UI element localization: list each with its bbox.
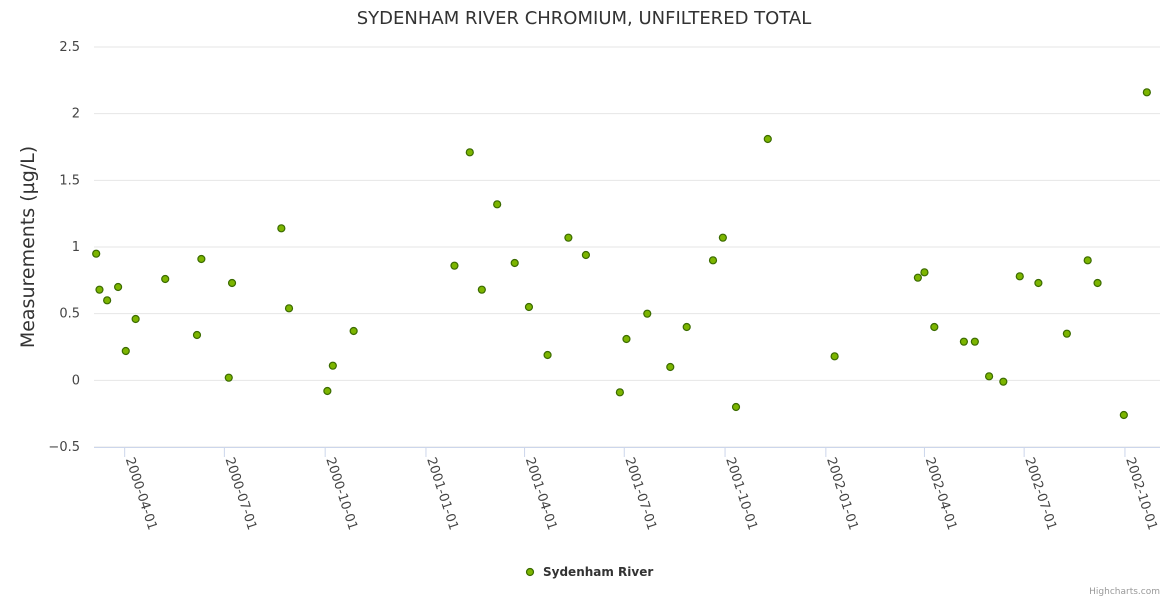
data-point[interactable]	[92, 249, 101, 258]
x-tick-label: 2001-10-01	[722, 456, 760, 532]
x-tick-label: 2002-10-01	[1122, 456, 1160, 532]
data-point[interactable]	[510, 258, 519, 268]
data-point[interactable]	[666, 362, 675, 372]
data-point[interactable]	[615, 388, 624, 397]
x-tick-label: 2002-07-01	[1021, 456, 1059, 532]
x-tick-label: 2000-07-01	[222, 456, 260, 532]
data-point[interactable]	[913, 273, 922, 282]
credits-link[interactable]: Highcharts.com	[1089, 587, 1160, 597]
data-point[interactable]	[1083, 256, 1092, 265]
legend[interactable]: Sydenham River	[525, 565, 654, 579]
x-tick-label: 2000-10-01	[322, 456, 360, 532]
data-point[interactable]	[1015, 272, 1024, 281]
data-point[interactable]	[95, 285, 104, 294]
y-axis-ticks: −0.5 0 0.5 1 1.5 2 2.5	[48, 40, 80, 455]
data-point[interactable]	[708, 256, 718, 265]
data-point[interactable]	[450, 261, 459, 270]
data-point[interactable]	[1034, 278, 1043, 288]
data-point[interactable]	[328, 361, 337, 370]
data-point[interactable]	[477, 285, 486, 294]
y-tick-label: 0.5	[59, 307, 80, 322]
x-axis-ticks: 2000-04-01 2000-07-01 2000-10-01 2001-01-01…	[122, 447, 1160, 532]
data-point[interactable]	[731, 402, 741, 412]
data-point[interactable]	[131, 314, 140, 324]
data-point[interactable]	[227, 278, 237, 288]
data-point[interactable]	[643, 309, 652, 318]
data-point[interactable]	[1142, 88, 1151, 97]
data-point[interactable]	[103, 296, 112, 305]
data-point[interactable]	[1093, 278, 1102, 288]
y-axis-label: Measurements (µg/L)	[17, 146, 39, 348]
y-tick-label: 2	[72, 107, 80, 122]
gridlines	[94, 46, 1160, 448]
y-tick-label: 1	[72, 240, 80, 255]
chart-title: SYDENHAM RIVER CHROMIUM, UNFILTERED TOTA…	[357, 8, 812, 29]
x-tick-label: 2002-04-01	[922, 456, 960, 532]
legend-label[interactable]: Sydenham River	[543, 565, 653, 579]
data-point[interactable]	[718, 233, 727, 242]
data-point[interactable]	[999, 377, 1008, 386]
data-point[interactable]	[493, 200, 502, 209]
data-points	[92, 88, 1151, 420]
data-point[interactable]	[930, 322, 939, 332]
data-point[interactable]	[349, 326, 358, 336]
y-tick-label: 0	[72, 373, 80, 388]
data-point[interactable]	[830, 352, 839, 361]
data-point[interactable]	[959, 337, 968, 346]
data-point[interactable]	[763, 134, 772, 144]
data-point[interactable]	[682, 322, 691, 332]
data-point[interactable]	[161, 274, 170, 284]
x-tick-label: 2001-01-01	[423, 456, 461, 532]
data-point[interactable]	[197, 254, 206, 264]
data-point[interactable]	[622, 334, 631, 344]
y-tick-label: −0.5	[48, 440, 80, 455]
data-point[interactable]	[284, 304, 294, 313]
data-point[interactable]	[114, 282, 123, 292]
data-point[interactable]	[543, 350, 552, 360]
data-point[interactable]	[277, 224, 286, 233]
data-point[interactable]	[524, 302, 534, 312]
x-tick-label: 2002-01-01	[823, 456, 861, 532]
data-point[interactable]	[564, 233, 573, 242]
data-point[interactable]	[192, 330, 202, 340]
data-point[interactable]	[465, 148, 474, 157]
data-point[interactable]	[984, 372, 994, 381]
data-point[interactable]	[323, 386, 332, 396]
data-point[interactable]	[224, 373, 233, 382]
data-point[interactable]	[581, 250, 591, 260]
y-tick-label: 2.5	[59, 40, 80, 55]
y-tick-label: 1.5	[59, 173, 80, 188]
legend-marker	[525, 567, 535, 577]
data-point[interactable]	[1062, 329, 1071, 338]
x-tick-label: 2001-04-01	[522, 456, 560, 532]
data-point[interactable]	[920, 268, 929, 277]
data-point[interactable]	[1119, 410, 1128, 420]
data-point[interactable]	[121, 346, 130, 356]
x-tick-label: 2000-04-01	[122, 456, 160, 532]
x-tick-label: 2001-07-01	[621, 456, 659, 532]
data-point[interactable]	[970, 337, 979, 346]
